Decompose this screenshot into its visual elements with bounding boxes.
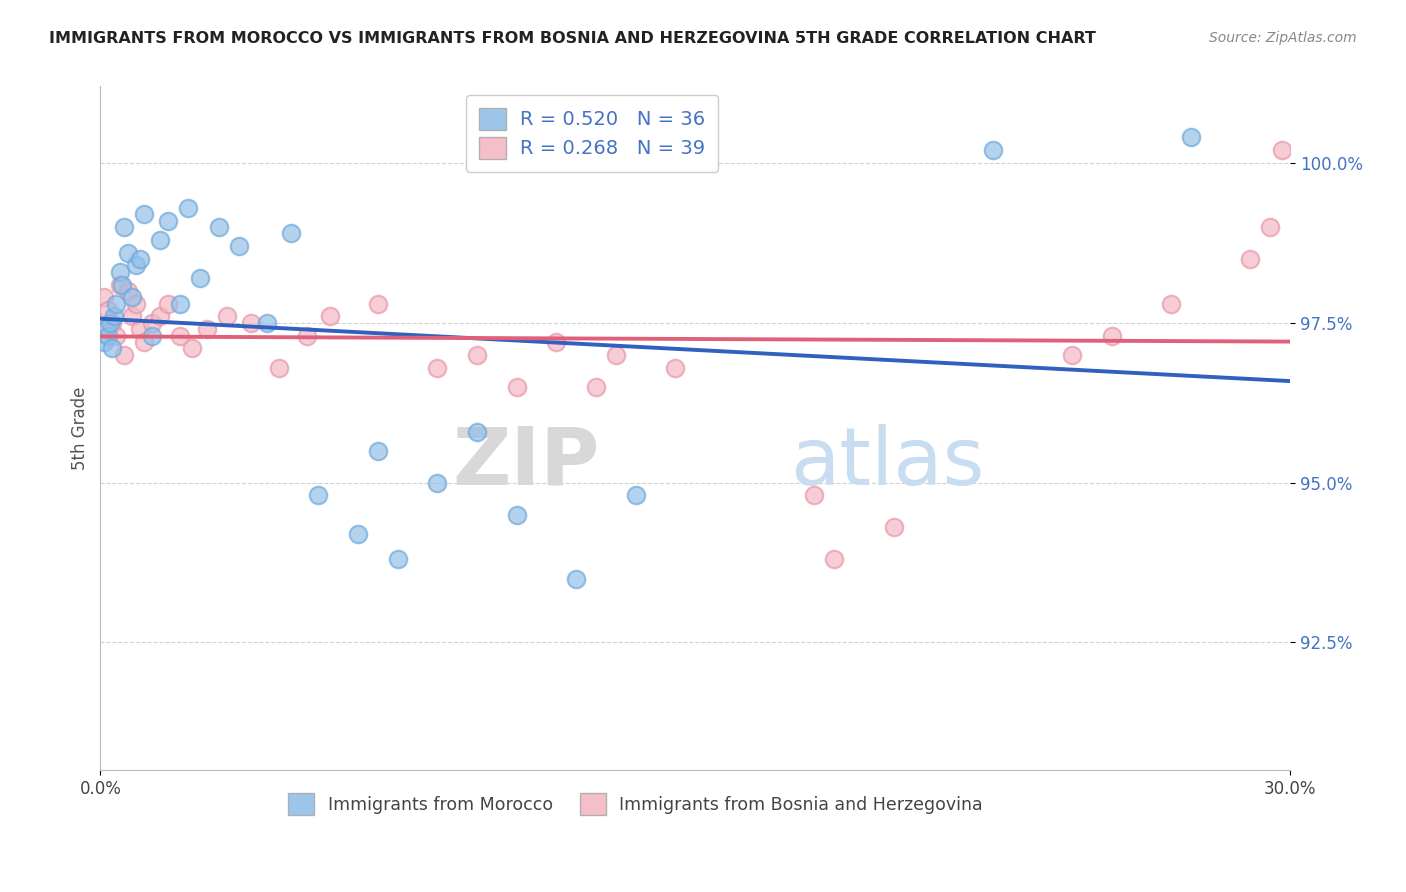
Point	[228, 239, 250, 253]
Point	[176, 201, 198, 215]
Point	[506, 380, 529, 394]
Point	[506, 508, 529, 522]
Point	[426, 360, 449, 375]
Point	[101, 316, 124, 330]
Point	[347, 526, 370, 541]
Point	[217, 310, 239, 324]
Point	[156, 296, 179, 310]
Point	[156, 213, 179, 227]
Point	[97, 303, 120, 318]
Point	[319, 310, 342, 324]
Point	[93, 290, 115, 304]
Point	[108, 277, 131, 292]
Point	[565, 572, 588, 586]
Point	[101, 342, 124, 356]
Point	[108, 265, 131, 279]
Point	[465, 425, 488, 439]
Point	[105, 328, 128, 343]
Point	[129, 252, 152, 266]
Point	[121, 290, 143, 304]
Point	[96, 322, 118, 336]
Point	[169, 296, 191, 310]
Point	[426, 475, 449, 490]
Point	[605, 348, 627, 362]
Text: atlas: atlas	[790, 424, 984, 501]
Text: ZIP: ZIP	[453, 424, 600, 501]
Point	[125, 296, 148, 310]
Point	[387, 552, 409, 566]
Point	[240, 316, 263, 330]
Point	[585, 380, 607, 394]
Point	[105, 296, 128, 310]
Point	[117, 284, 139, 298]
Point	[125, 258, 148, 272]
Legend: Immigrants from Morocco, Immigrants from Bosnia and Herzegovina: Immigrants from Morocco, Immigrants from…	[280, 785, 991, 823]
Point	[1160, 296, 1182, 310]
Point	[103, 310, 125, 324]
Point	[803, 488, 825, 502]
Point	[280, 227, 302, 241]
Point	[112, 348, 135, 362]
Point	[111, 277, 134, 292]
Point	[117, 245, 139, 260]
Point	[169, 328, 191, 343]
Point	[1180, 130, 1202, 145]
Text: Source: ZipAtlas.com: Source: ZipAtlas.com	[1209, 31, 1357, 45]
Point	[197, 322, 219, 336]
Point	[1239, 252, 1261, 266]
Point	[93, 334, 115, 349]
Point	[149, 310, 172, 324]
Text: IMMIGRANTS FROM MOROCCO VS IMMIGRANTS FROM BOSNIA AND HERZEGOVINA 5TH GRADE CORR: IMMIGRANTS FROM MOROCCO VS IMMIGRANTS FR…	[49, 31, 1097, 46]
Point	[97, 328, 120, 343]
Point	[208, 219, 231, 234]
Point	[883, 520, 905, 534]
Point	[98, 316, 121, 330]
Point	[546, 334, 568, 349]
Point	[664, 360, 686, 375]
Point	[132, 207, 155, 221]
Point	[121, 310, 143, 324]
Point	[1101, 328, 1123, 343]
Point	[308, 488, 330, 502]
Point	[141, 328, 163, 343]
Point	[823, 552, 845, 566]
Point	[112, 219, 135, 234]
Point	[141, 316, 163, 330]
Point	[465, 348, 488, 362]
Point	[132, 334, 155, 349]
Point	[188, 271, 211, 285]
Point	[624, 488, 647, 502]
Point	[1060, 348, 1083, 362]
Point	[256, 316, 278, 330]
Y-axis label: 5th Grade: 5th Grade	[72, 386, 89, 470]
Point	[267, 360, 290, 375]
Point	[295, 328, 318, 343]
Point	[367, 296, 389, 310]
Point	[1260, 219, 1282, 234]
Point	[981, 143, 1004, 157]
Point	[1271, 143, 1294, 157]
Point	[180, 342, 202, 356]
Point	[149, 233, 172, 247]
Point	[367, 443, 389, 458]
Point	[129, 322, 152, 336]
